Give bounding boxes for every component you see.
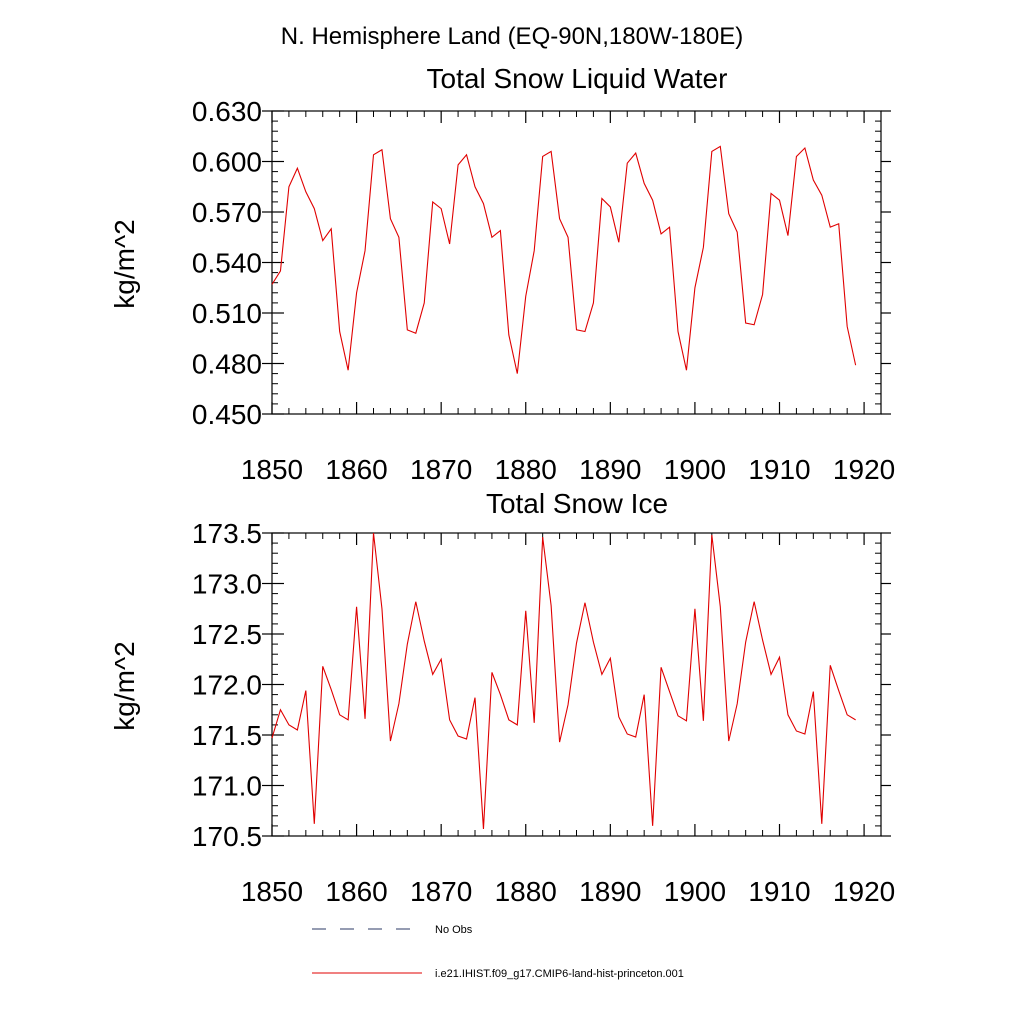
x-tick-label: 1890 <box>579 876 641 907</box>
x-tick-label: 1910 <box>748 454 810 485</box>
x-tick-label: 1850 <box>241 454 303 485</box>
x-tick-label: 1870 <box>410 454 472 485</box>
series-line <box>271 145 857 374</box>
y-tick-label: 0.540 <box>192 248 262 279</box>
y-axis-label: kg/m^2 <box>109 641 140 730</box>
y-tick-label: 171.0 <box>192 771 262 802</box>
legend: No Obs i.e21.IHIST.f09_g17.CMIP6-land-hi… <box>312 924 684 980</box>
panel-title: Total Snow Ice <box>486 488 668 519</box>
y-tick-label: 172.0 <box>192 670 262 701</box>
x-tick-label: 1860 <box>325 876 387 907</box>
y-tick-label: 0.570 <box>192 197 262 228</box>
y-tick-label: 173.0 <box>192 569 262 600</box>
x-tick-label: 1920 <box>833 454 895 485</box>
x-tick-label: 1900 <box>664 454 726 485</box>
legend-label-no-obs: No Obs <box>435 924 473 936</box>
x-tick-label: 1900 <box>664 876 726 907</box>
legend-label-model-run: i.e21.IHIST.f09_g17.CMIP6-land-hist-prin… <box>435 968 684 980</box>
x-tick-label: 1880 <box>495 454 557 485</box>
y-tick-label: 171.5 <box>192 720 262 751</box>
x-tick-label: 1860 <box>325 454 387 485</box>
y-tick-label: 0.600 <box>192 147 262 178</box>
y-tick-label: 0.630 <box>192 96 262 127</box>
plot-frame <box>271 110 882 415</box>
x-tick-label: 1910 <box>748 876 810 907</box>
y-tick-label: 0.480 <box>192 349 262 380</box>
y-tick-label: 0.450 <box>192 399 262 430</box>
y-tick-label: 172.5 <box>192 619 262 650</box>
x-tick-label: 1850 <box>241 876 303 907</box>
y-tick-label: 170.5 <box>192 821 262 852</box>
plot-frame <box>271 532 882 837</box>
panel-snow-ice: Total Snow Ice kg/m^2 1850 1860 1870 1880 18… <box>109 488 895 907</box>
panel-snow-liquid-water: Total Snow Liquid Water kg/m^2 1850 1860 1… <box>109 63 895 485</box>
y-axis-label: kg/m^2 <box>109 219 140 308</box>
y-tick-label: 0.510 <box>192 298 262 329</box>
x-tick-label: 1920 <box>833 876 895 907</box>
panel-title: Total Snow Liquid Water <box>427 63 728 94</box>
x-tick-label: 1890 <box>579 454 641 485</box>
x-tick-label: 1880 <box>495 876 557 907</box>
series-line <box>271 532 856 829</box>
y-tick-label: 173.5 <box>192 518 262 549</box>
x-tick-label: 1870 <box>410 876 472 907</box>
figure-title: N. Hemisphere Land (EQ-90N,180W-180E) <box>281 23 743 50</box>
